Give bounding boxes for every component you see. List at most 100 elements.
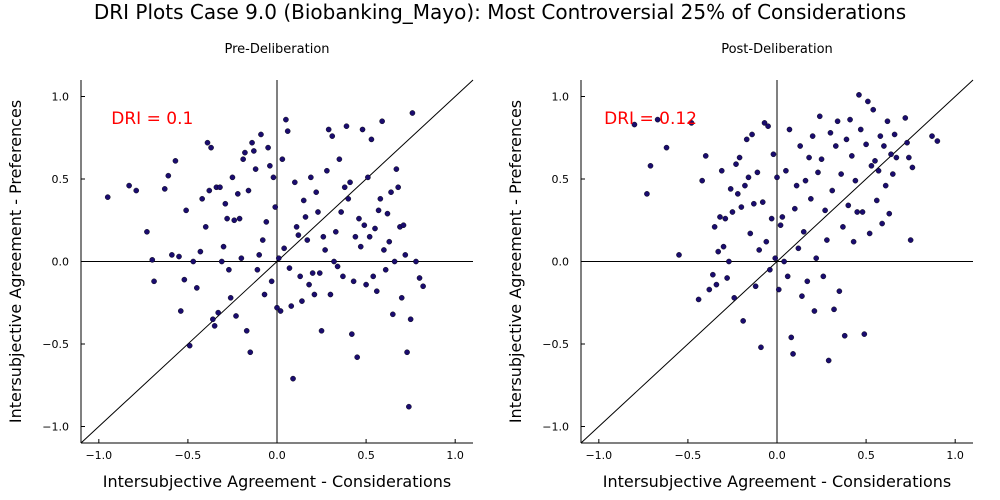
pre-data-point (293, 224, 300, 230)
pre-data-point (395, 184, 401, 191)
post-data-point (879, 220, 885, 227)
post-data-point (831, 306, 837, 313)
pre-data-point (274, 304, 280, 311)
post-data-point (756, 247, 762, 253)
post-data-point (743, 136, 750, 143)
post-data-point (886, 210, 893, 217)
post-data-point (788, 334, 795, 341)
pre-data-point (261, 291, 268, 298)
post-data-point (644, 191, 650, 197)
post-data-point (768, 215, 775, 222)
pre-data-point (313, 189, 320, 195)
pre-data-point (229, 174, 236, 181)
pre-data-point (275, 255, 282, 262)
post-data-point (866, 230, 873, 237)
post-data-point (804, 278, 811, 285)
pre-data-point (406, 403, 412, 410)
pre-data-point (211, 323, 218, 329)
pre-x-tick-label: −0.5 (175, 449, 202, 462)
post-data-point (816, 113, 823, 120)
pre-data-point (126, 182, 132, 189)
pre-data-point (361, 222, 368, 228)
post-data-point (772, 255, 779, 262)
pre-data-point (322, 247, 328, 253)
post-data-point (715, 248, 722, 255)
pre-data-point (366, 233, 373, 240)
post-y-tick-label: −0.5 (542, 338, 569, 351)
pre-data-point (391, 258, 398, 265)
post-data-point (875, 167, 882, 174)
post-x-tick-label: −1.0 (585, 449, 612, 462)
post-data-point (718, 167, 725, 174)
post-data-point (747, 230, 754, 237)
post-data-point (934, 138, 941, 144)
pre-data-point (292, 179, 298, 186)
pre-data-point (194, 285, 200, 291)
pre-data-point (400, 222, 407, 228)
post-data-point (749, 131, 755, 138)
pre-data-point (270, 174, 277, 181)
post-data-point (722, 215, 729, 222)
pre-data-point (279, 156, 286, 162)
pre-data-point (349, 331, 355, 337)
post-data-point (731, 294, 738, 301)
pre-data-point (183, 207, 189, 214)
post-data-point (792, 205, 798, 212)
pre-data-point (181, 276, 188, 283)
post-data-point (815, 169, 821, 176)
pre-data-point (407, 316, 414, 323)
post-data-point (676, 252, 682, 258)
pre-data-point (254, 266, 261, 273)
post-data-point (881, 143, 887, 149)
post-data-point (841, 332, 848, 339)
post-data-point (852, 177, 859, 184)
post-data-point (825, 357, 832, 364)
pre-data-point (302, 214, 309, 220)
pre-data-point (144, 228, 150, 235)
pre-data-point (284, 128, 291, 134)
pre-data-point (222, 200, 229, 207)
post-data-point (754, 169, 761, 176)
post-data-point (890, 171, 896, 177)
pre-data-point (354, 354, 360, 361)
post-data-point (710, 271, 716, 278)
pre-data-point (197, 248, 204, 255)
pre-data-point (365, 174, 371, 181)
post-data-point (663, 144, 670, 151)
pre-data-point (318, 327, 325, 334)
post-data-point (736, 154, 743, 161)
pre-x-axis-label: Intersubjective Agreement - Consideratio… (103, 472, 451, 491)
post-data-point (784, 273, 791, 280)
pre-data-point (259, 237, 266, 243)
pre-data-point (288, 303, 295, 309)
pre-data-point (176, 253, 182, 260)
post-data-point (795, 245, 802, 252)
pre-data-point (263, 219, 270, 225)
pre-data-point (283, 116, 289, 123)
post-y-tick-label: −1.0 (542, 421, 569, 434)
pre-data-point (332, 228, 339, 235)
pre-data-point (172, 158, 179, 164)
post-data-point (733, 161, 739, 167)
post-data-point (751, 200, 757, 207)
post-data-point (688, 120, 695, 126)
pre-data-point (247, 349, 254, 356)
pre-data-point (363, 281, 369, 288)
post-panel-title: Post-Deliberation (721, 42, 833, 57)
post-data-point (631, 121, 638, 128)
post-x-tick-label: 0.0 (768, 449, 786, 462)
post-data-point (717, 214, 723, 220)
post-data-point (888, 151, 894, 158)
post-data-point (793, 182, 800, 189)
pre-data-point (384, 210, 391, 217)
pre-data-point (352, 233, 359, 240)
post-data-point (647, 162, 654, 169)
pre-data-point (381, 247, 387, 253)
post-data-point (800, 228, 807, 235)
pre-data-point (336, 156, 343, 162)
pre-y-tick-label: −0.5 (42, 338, 69, 351)
pre-data-point (218, 258, 225, 265)
pre-data-point (357, 243, 364, 250)
pre-data-point (215, 309, 221, 316)
pre-data-point (306, 281, 312, 288)
